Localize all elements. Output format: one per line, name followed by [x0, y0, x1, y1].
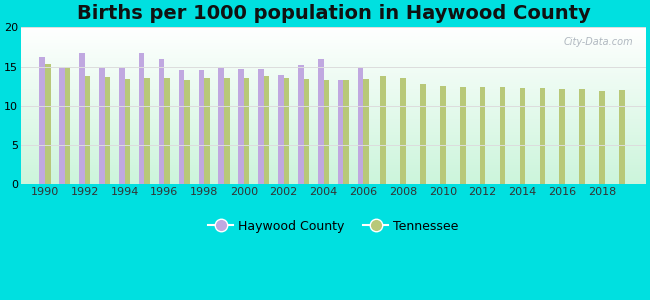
- Legend: Haywood County, Tennessee: Haywood County, Tennessee: [203, 214, 463, 238]
- Bar: [239, 69, 244, 184]
- Bar: [363, 79, 369, 184]
- Bar: [318, 59, 324, 184]
- Bar: [579, 89, 585, 184]
- Bar: [159, 59, 164, 184]
- Bar: [324, 80, 329, 184]
- Bar: [139, 53, 144, 184]
- Bar: [164, 79, 170, 184]
- Bar: [99, 68, 105, 184]
- Bar: [204, 79, 210, 184]
- Bar: [198, 70, 204, 184]
- Text: City-Data.com: City-Data.com: [564, 37, 633, 47]
- Bar: [218, 68, 224, 184]
- Bar: [400, 79, 406, 184]
- Bar: [560, 89, 565, 184]
- Bar: [65, 68, 70, 184]
- Bar: [40, 56, 45, 184]
- Bar: [599, 91, 605, 184]
- Bar: [500, 87, 505, 184]
- Bar: [480, 87, 486, 184]
- Title: Births per 1000 population in Haywood County: Births per 1000 population in Haywood Co…: [77, 4, 590, 23]
- Bar: [460, 87, 465, 184]
- Bar: [144, 79, 150, 184]
- Bar: [343, 80, 349, 184]
- Bar: [440, 86, 446, 184]
- Bar: [125, 79, 130, 184]
- Bar: [258, 69, 264, 184]
- Bar: [119, 68, 125, 184]
- Bar: [244, 79, 250, 184]
- Bar: [179, 70, 184, 184]
- Bar: [59, 67, 65, 184]
- Bar: [420, 84, 426, 184]
- Bar: [278, 74, 283, 184]
- Bar: [520, 88, 525, 184]
- Bar: [380, 76, 386, 184]
- Bar: [84, 76, 90, 184]
- Bar: [105, 77, 111, 184]
- Bar: [304, 79, 309, 184]
- Bar: [264, 76, 269, 184]
- Bar: [45, 64, 51, 184]
- Bar: [540, 88, 545, 184]
- Bar: [283, 79, 289, 184]
- Bar: [224, 78, 229, 184]
- Bar: [358, 68, 363, 184]
- Bar: [184, 80, 190, 184]
- Bar: [338, 80, 343, 184]
- Bar: [298, 65, 304, 184]
- Bar: [79, 52, 84, 184]
- Bar: [619, 90, 625, 184]
